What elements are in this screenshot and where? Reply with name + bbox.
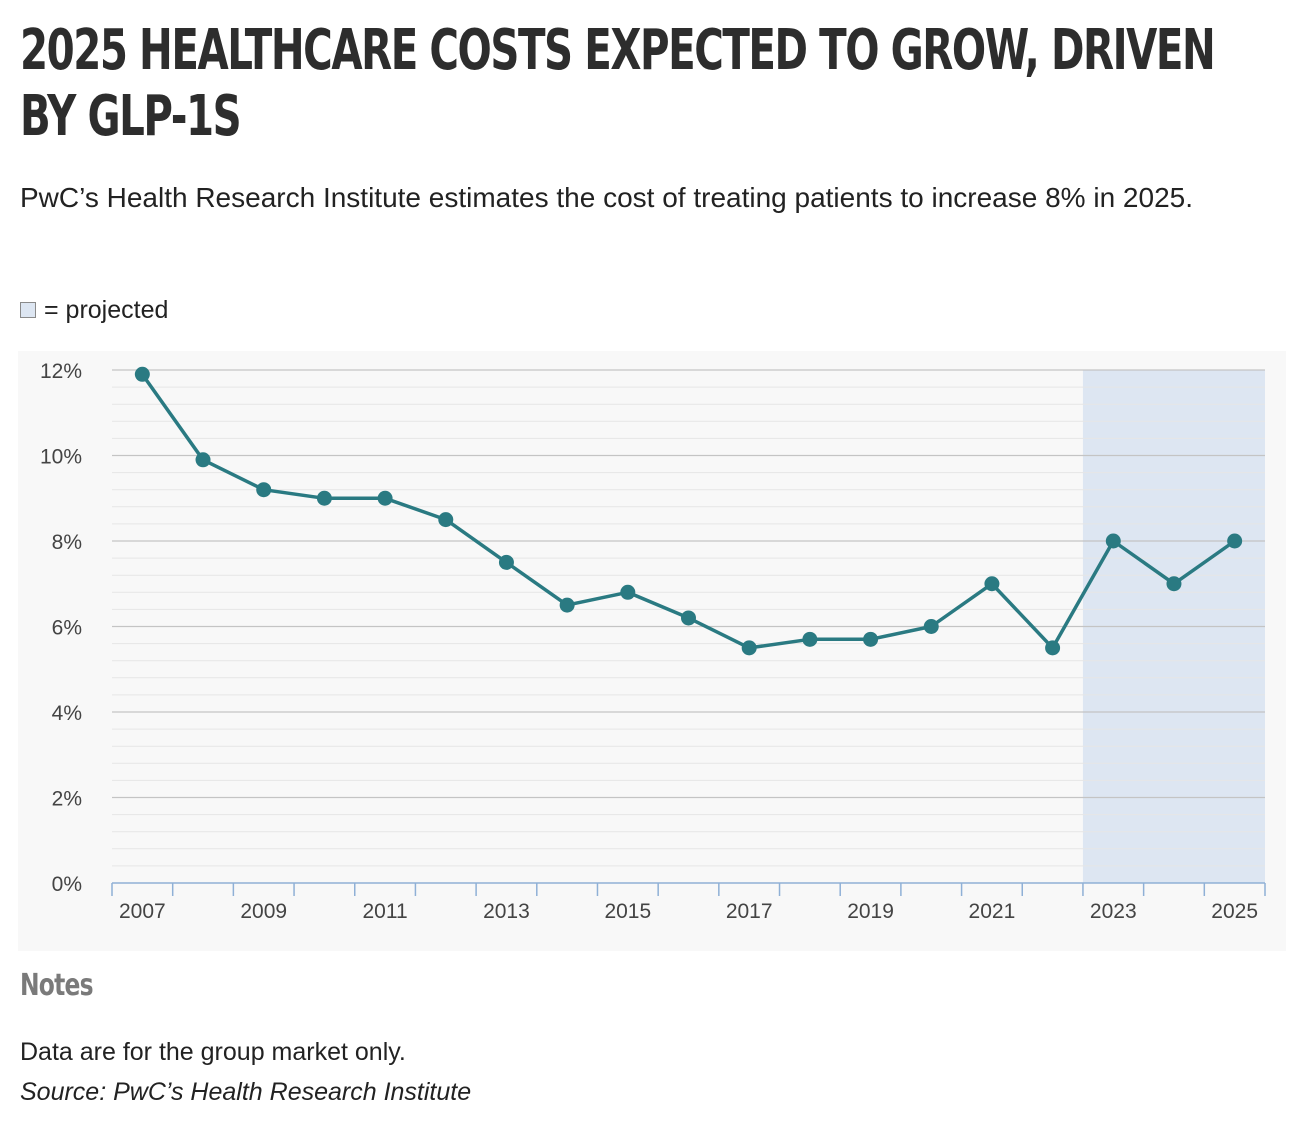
series-line bbox=[140, 373, 1236, 650]
y-tick-label: 6% bbox=[52, 617, 82, 640]
y-tick-label: 12% bbox=[40, 360, 82, 383]
y-tick-label: 2% bbox=[52, 788, 82, 811]
x-tick-label: 2007 bbox=[119, 900, 166, 923]
data-point bbox=[741, 640, 757, 656]
data-point bbox=[256, 482, 272, 498]
projected-swatch bbox=[20, 302, 36, 318]
subtitle: PwC’s Health Research Institute estimate… bbox=[20, 182, 1193, 213]
data-point bbox=[1227, 533, 1243, 549]
x-tick-label: 2013 bbox=[483, 900, 530, 923]
data-point bbox=[195, 452, 211, 468]
x-tick-label: 2011 bbox=[362, 900, 407, 923]
data-point bbox=[498, 554, 514, 570]
notes-heading: Notes bbox=[20, 968, 94, 1003]
data-point bbox=[620, 584, 636, 600]
line-chart: 0% 2% 4% 6% 8% 10% 12% 2007 2009 2011 2013 2015 2017… bbox=[40, 360, 1266, 923]
data-point bbox=[863, 631, 879, 647]
x-tick-label: 2019 bbox=[847, 900, 894, 923]
data-point bbox=[438, 512, 454, 528]
data-point bbox=[1166, 576, 1182, 592]
data-point bbox=[984, 576, 1000, 592]
x-tick-label: 2021 bbox=[969, 900, 1016, 923]
x-tick-label: 2009 bbox=[240, 900, 287, 923]
y-tick-label: 8% bbox=[52, 531, 82, 554]
chart-container: 0% 2% 4% 6% 8% 10% 12% 2007 2009 2011 2013 2015 2017… bbox=[18, 351, 1286, 951]
data-point bbox=[316, 490, 332, 506]
y-tick-label: 4% bbox=[52, 702, 82, 725]
notes-text: Data are for the group market only. bbox=[20, 1038, 406, 1066]
y-tick-label: 10% bbox=[40, 446, 82, 469]
data-point bbox=[134, 366, 150, 382]
data-point bbox=[377, 490, 393, 506]
data-point bbox=[802, 631, 818, 647]
data-point bbox=[559, 597, 575, 613]
page-title: 2025 Healthcare Costs Expected to Grow, … bbox=[20, 18, 1216, 149]
data-point bbox=[1105, 533, 1121, 549]
x-tick-label: 2023 bbox=[1090, 900, 1137, 923]
source-text: Source: PwC’s Health Research Institute bbox=[20, 1078, 472, 1106]
legend-label: = projected bbox=[44, 295, 169, 324]
x-tick-label: 2015 bbox=[604, 900, 651, 923]
data-point bbox=[681, 610, 696, 626]
x-tick-label: 2017 bbox=[726, 900, 773, 923]
legend: = projected bbox=[20, 294, 168, 326]
x-tick-label: 2025 bbox=[1211, 900, 1258, 923]
data-point bbox=[1045, 640, 1061, 656]
y-tick-label: 0% bbox=[52, 873, 82, 896]
data-point bbox=[923, 619, 939, 634]
